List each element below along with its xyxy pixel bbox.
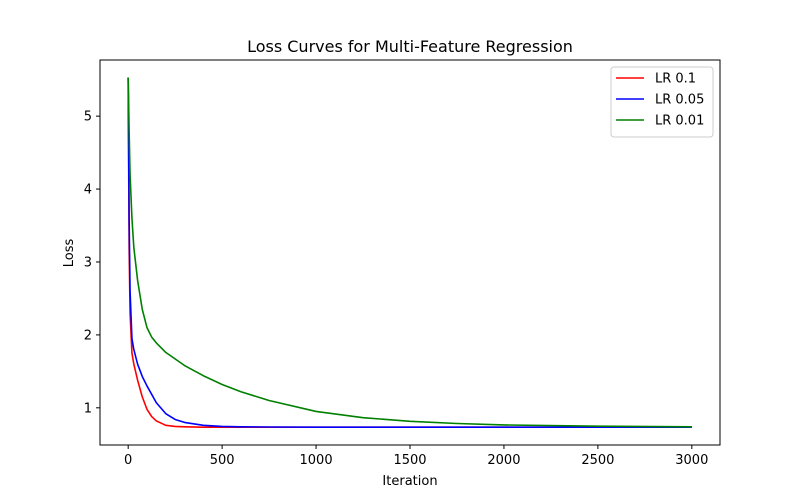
x-tick-label: 1500 bbox=[393, 453, 426, 468]
x-axis-ticks: 0 500 1000 1500 2000 2500 3000 bbox=[124, 445, 708, 468]
x-tick-label: 2000 bbox=[487, 453, 520, 468]
y-tick-label: 5 bbox=[84, 110, 92, 125]
series-layer bbox=[127, 77, 692, 428]
series-line-1 bbox=[127, 77, 692, 428]
x-tick-label: 500 bbox=[210, 453, 235, 468]
plot-frame bbox=[99, 59, 721, 446]
chart-title: Loss Curves for Multi-Feature Regression bbox=[247, 37, 573, 56]
x-axis-label: Iteration bbox=[382, 474, 437, 489]
legend-label: LR 0.1 bbox=[655, 72, 696, 87]
y-tick-label: 4 bbox=[84, 183, 92, 198]
y-axis-label: Loss bbox=[62, 239, 77, 268]
legend-label: LR 0.05 bbox=[655, 93, 704, 108]
legend-label: LR 0.01 bbox=[655, 114, 704, 129]
series-line-2 bbox=[127, 77, 692, 428]
legend: LR 0.1 LR 0.05 LR 0.01 bbox=[610, 66, 714, 138]
y-axis-ticks: 1 2 3 4 5 bbox=[84, 110, 100, 416]
y-tick-label: 2 bbox=[84, 328, 92, 343]
x-tick-label: 1000 bbox=[300, 453, 333, 468]
y-tick-label: 1 bbox=[84, 401, 92, 416]
x-tick-label: 3000 bbox=[675, 453, 708, 468]
x-tick-label: 2500 bbox=[581, 453, 614, 468]
y-tick-label: 3 bbox=[84, 255, 92, 270]
x-tick-label: 0 bbox=[124, 453, 132, 468]
